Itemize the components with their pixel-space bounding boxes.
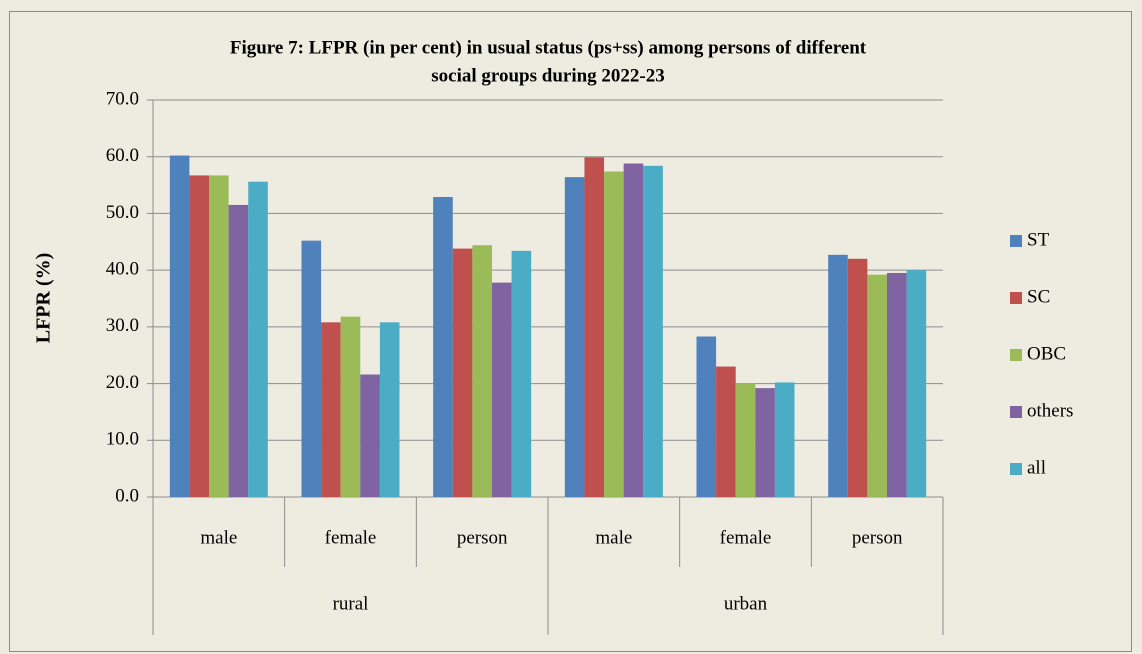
x-tick-label: male	[595, 527, 632, 548]
y-tick-label: 10.0	[106, 429, 139, 450]
bar	[735, 383, 756, 497]
legend-label: ST	[1027, 229, 1050, 250]
bar	[604, 171, 624, 497]
bar	[169, 155, 190, 497]
legend-swatch	[1010, 292, 1022, 304]
chart-title: Figure 7: LFPR (in per cent) in usual st…	[230, 37, 867, 58]
bar	[584, 157, 605, 497]
bar	[774, 382, 795, 497]
legend-swatch	[1010, 235, 1022, 247]
x-tick-label: female	[325, 527, 377, 548]
bar	[828, 254, 848, 497]
x-tick-label: female	[720, 527, 772, 548]
y-tick-label: 60.0	[106, 145, 139, 166]
bar	[472, 245, 492, 497]
legend-swatch	[1010, 406, 1022, 418]
chart-title: social groups during 2022-23	[431, 65, 665, 86]
y-axis-label: LFPR (%)	[33, 253, 55, 344]
legend-label: others	[1027, 400, 1073, 421]
bar	[189, 175, 210, 497]
bar	[643, 165, 663, 497]
x-group-label: rural	[333, 593, 369, 614]
bar	[209, 175, 229, 497]
bar	[716, 366, 736, 497]
bar	[491, 282, 512, 497]
bar	[301, 240, 322, 497]
bar	[511, 250, 532, 497]
bar	[228, 204, 249, 497]
bar	[340, 316, 361, 497]
x-tick-label: person	[852, 527, 903, 548]
chart-border	[9, 11, 1132, 652]
legend-swatch	[1010, 463, 1022, 475]
y-tick-label: 50.0	[106, 202, 139, 223]
y-tick-label: 40.0	[106, 259, 139, 280]
bar	[623, 163, 644, 497]
y-tick-label: 30.0	[106, 315, 139, 336]
x-tick-label: male	[200, 527, 237, 548]
y-tick-label: 70.0	[106, 88, 139, 109]
bar	[906, 270, 927, 497]
bar	[564, 177, 585, 498]
bar	[379, 322, 400, 497]
legend-label: SC	[1027, 286, 1050, 307]
bar	[433, 196, 453, 497]
x-tick-label: person	[457, 527, 508, 548]
legend-label: all	[1027, 457, 1046, 478]
legend-swatch	[1010, 349, 1022, 361]
bar	[248, 181, 268, 497]
bar	[452, 248, 473, 497]
y-tick-label: 20.0	[106, 372, 139, 393]
bar	[886, 272, 907, 497]
x-group-label: urban	[724, 593, 768, 614]
bar	[847, 258, 868, 497]
legend-label: OBC	[1027, 343, 1066, 364]
bar	[321, 322, 341, 497]
y-tick-label: 0.0	[115, 485, 139, 506]
bar	[755, 388, 775, 497]
bar	[696, 336, 717, 497]
bar	[360, 374, 380, 497]
bar	[867, 274, 887, 497]
